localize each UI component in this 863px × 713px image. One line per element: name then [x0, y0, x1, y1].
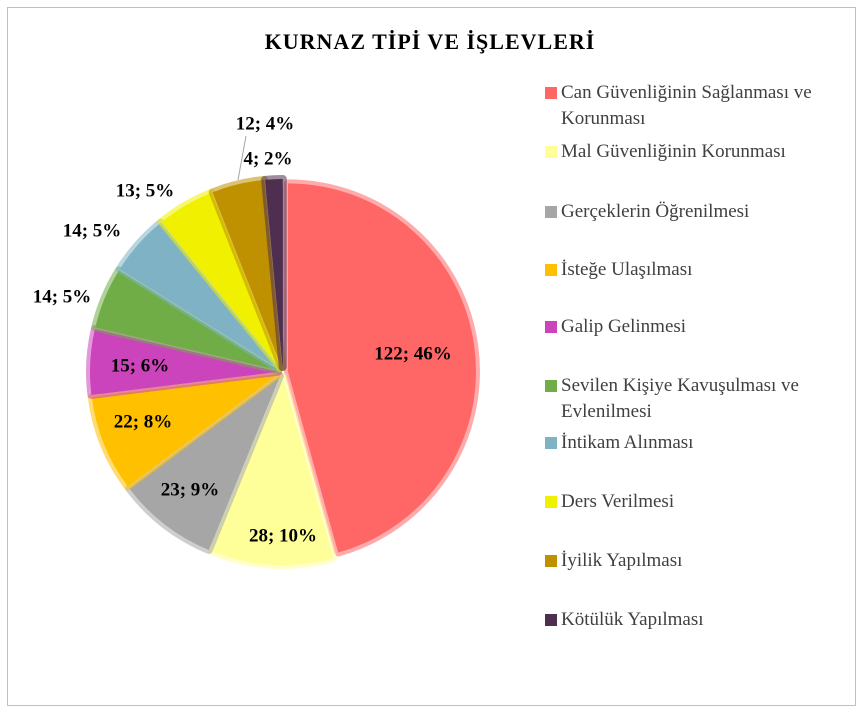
legend-swatch: [545, 555, 557, 567]
pie-slice-inner: [135, 375, 280, 543]
data-label: 14; 5%: [33, 286, 92, 307]
legend-entry: Gerçeklerin Öğrenilmesi: [545, 199, 857, 225]
legend-swatch: [545, 321, 557, 333]
legend-entry: İyilik Yapılması: [545, 548, 857, 574]
legend-swatch: [545, 146, 557, 158]
legend-swatch: [545, 87, 557, 99]
data-label: 122; 46%: [374, 343, 452, 364]
chart-title: KURNAZ TİPİ VE İŞLEVLERİ: [265, 29, 596, 54]
pie-slice-inner: [215, 187, 282, 368]
legend-label: Gerçeklerin Öğrenilmesi: [561, 201, 750, 222]
legend-swatch: [545, 614, 557, 626]
legend-swatch: [545, 437, 557, 449]
legend-entry: Sevilen Kişiye Kavuşulması ve Evlenilmes…: [545, 373, 857, 425]
data-label: 23; 9%: [161, 479, 220, 500]
legend-swatch: [545, 380, 557, 392]
legend-label: Can Güvenliğinin Sağlanması ve Korunması: [561, 82, 812, 129]
data-label: 15; 6%: [111, 355, 170, 376]
leader-line: [237, 135, 247, 181]
legend-entry: Mal Güvenliğinin Korunması: [545, 139, 857, 165]
legend-label: Mal Güvenliğinin Korunması: [561, 141, 786, 162]
data-label: 22; 8%: [114, 411, 173, 432]
legend-swatch: [545, 264, 557, 276]
legend-entry: İntikam Alınması: [545, 430, 857, 456]
legend-label: Kötülük Yapılması: [561, 609, 704, 630]
pie-slice-inner: [99, 373, 279, 482]
legend-entry: Ders Verilmesi: [545, 489, 857, 515]
legend-label: İyilik Yapılması: [561, 550, 683, 571]
legend-label: Galip Gelinmesi: [561, 316, 687, 337]
legend-swatch: [545, 496, 557, 508]
data-label: 28; 10%: [249, 525, 317, 546]
data-label: 14; 5%: [63, 220, 122, 241]
pie-slice-inner: [166, 199, 281, 368]
pie-slice-inner: [287, 190, 469, 546]
data-label: 12; 4%: [236, 113, 295, 134]
legend-label: Sevilen Kişiye Kavuşulması ve Evlenilmes…: [561, 375, 799, 422]
pie-slice-inner: [97, 330, 279, 394]
legend-entry: Can Güvenliğinin Sağlanması ve Korunması: [545, 80, 857, 132]
legend-label: İntikam Alınması: [561, 432, 694, 453]
pie-slice-inner: [126, 228, 280, 369]
data-label: 4; 2%: [243, 148, 292, 169]
legend-swatch: [545, 206, 557, 218]
legend-label: Ders Verilmesi: [561, 491, 675, 512]
legend-entry: İsteğe Ulaşılması: [545, 257, 857, 283]
pie-slice-inner: [102, 274, 279, 371]
legend-entry: Kötülük Yapılması: [545, 607, 857, 633]
pie-slice-inner: [214, 376, 331, 558]
legend-entry: Galip Gelinmesi: [545, 314, 857, 340]
legend-label: İsteğe Ulaşılması: [561, 259, 693, 280]
pie-slice-inner: [265, 186, 283, 368]
data-label: 13; 5%: [116, 180, 175, 201]
